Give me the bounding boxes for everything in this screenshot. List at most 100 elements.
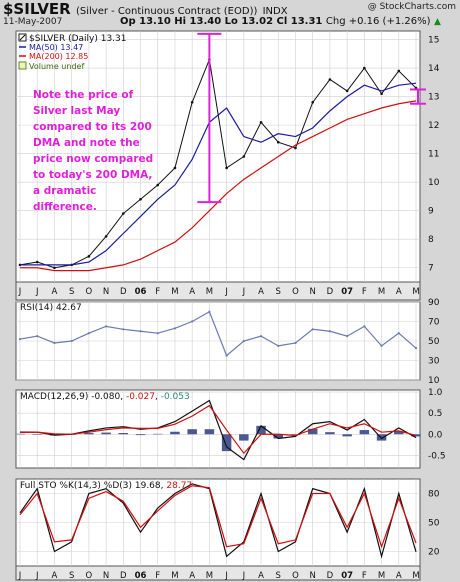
month-tick-label: 06 — [135, 571, 147, 581]
macd-label-main: MACD(12,26,9) -0.080, — [20, 392, 126, 402]
price-point — [363, 66, 366, 70]
series-line-0 — [19, 57, 417, 269]
y-tick-label: 12 — [428, 121, 439, 131]
sto-label: Full STO %K(14,3) %D(3) 19.68, 28.77 — [20, 481, 192, 491]
month-tick-label: M — [378, 287, 385, 297]
month-tick-label: O — [86, 287, 93, 297]
macd-hist-bar — [273, 434, 283, 439]
month-tick-label: M — [206, 287, 213, 297]
macd-hist-bar — [204, 429, 215, 435]
month-tick-label: F — [362, 287, 367, 297]
rsi-point — [70, 339, 73, 343]
month-axis-strip — [15, 281, 421, 301]
rsi-line — [19, 310, 417, 357]
month-tick-label: F — [155, 571, 160, 581]
rsi-point — [173, 327, 177, 330]
month-tick-label: D — [120, 571, 127, 581]
y-tick-label: 13 — [428, 93, 439, 103]
symbol: $SILVER — [3, 0, 71, 18]
macd-hist-bar — [290, 434, 301, 436]
macd-hist-bar — [394, 431, 404, 435]
rsi-point — [311, 328, 314, 331]
month-tick-label: J — [242, 287, 246, 297]
month-tick-label: A — [258, 571, 264, 581]
month-tick-label: F — [362, 571, 367, 581]
legend-ma200: MA(200) 12.85 — [29, 52, 88, 61]
high-value: Hi 13.40 — [174, 16, 222, 27]
macd-hist-bar — [325, 432, 335, 435]
month-tick-label: N — [103, 287, 109, 297]
month-tick-label: N — [310, 571, 316, 581]
annotation-line: compared to its 200 — [33, 121, 152, 133]
macd-label-signal: -0.027 — [126, 392, 155, 402]
price-point — [276, 140, 280, 144]
y-tick-label: -0.5 — [428, 451, 446, 461]
month-tick-label: M — [412, 571, 419, 581]
month-tick-label: A — [396, 571, 402, 581]
month-tick-label: 07 — [341, 571, 353, 581]
y-tick-label: 20 — [428, 548, 440, 558]
rsi-point — [87, 332, 90, 335]
month-tick-label: O — [292, 571, 299, 581]
month-tick-label: A — [258, 287, 264, 297]
legend-ma50: MA(50) 13.47 — [29, 43, 83, 52]
price-point — [156, 183, 160, 187]
exchange: INDX — [262, 6, 288, 17]
rsi-point — [294, 341, 297, 345]
month-tick-label: S — [276, 571, 281, 581]
rsi-label: RSI(14) 42.67 — [20, 303, 82, 313]
month-tick-label: A — [189, 571, 195, 581]
rsi-point — [36, 335, 39, 338]
month-axis-strip — [15, 565, 421, 581]
month-tick-label: M — [206, 571, 213, 581]
month-tick-label: A — [52, 571, 58, 581]
price-point — [139, 197, 142, 201]
y-tick-label: 11 — [428, 150, 439, 160]
annotation-line: difference. — [33, 201, 97, 213]
y-tick-label: 7 — [428, 264, 434, 274]
open-value: Op 13.10 — [120, 16, 171, 27]
month-tick-label: S — [69, 571, 74, 581]
rsi-point — [208, 310, 211, 313]
sto-k-line — [19, 483, 417, 559]
annotation-text: Note the price of Silver last May compared… — [33, 89, 153, 213]
rsi-point — [18, 337, 22, 341]
month-tick-label: J — [18, 571, 22, 581]
sto-label-d: 28.77 — [166, 481, 192, 491]
annotation-line: price now compared — [33, 153, 153, 165]
price-point — [173, 166, 177, 170]
price-legend: $SILVER (Daily) 13.31 MA(50) 13.47 MA(20… — [18, 33, 127, 71]
macd-hist-bar — [359, 430, 370, 435]
month-tick-label: M — [412, 287, 419, 297]
legend-price: $SILVER (Daily) 13.31 — [29, 34, 127, 44]
macd-label-hist: -0.053 — [161, 392, 190, 402]
price-panel — [15, 30, 421, 283]
macd-signal-line — [19, 404, 417, 455]
volume-legend-swatch — [18, 61, 27, 70]
month-tick-label: M — [378, 571, 385, 581]
month-tick-label: J — [35, 571, 39, 581]
macd-hist-bar — [84, 433, 94, 435]
month-tick-label: M — [171, 571, 178, 581]
symbol-description: (Silver - Continuous Contract (EOD)) — [75, 6, 258, 17]
rsi-point — [191, 320, 194, 323]
annotation-line: Note the price of — [33, 89, 134, 101]
month-tick-label: J — [224, 287, 228, 297]
price-point — [104, 235, 108, 238]
price-point — [87, 255, 91, 258]
annotation-line: Silver last May — [33, 105, 120, 117]
price-point — [225, 166, 228, 170]
y-tick-label: 0.5 — [428, 409, 442, 419]
price-point — [53, 266, 56, 270]
month-tick-label: N — [103, 571, 109, 581]
low-value: Lo 13.02 — [224, 16, 274, 27]
month-tick-label: J — [242, 571, 246, 581]
month-tick-label: D — [327, 287, 334, 297]
rsi-point — [277, 344, 280, 347]
y-tick-label: 80 — [428, 490, 440, 500]
month-tick-label: A — [396, 287, 402, 297]
macd-hist-bar — [118, 433, 129, 435]
y-tick-label: 9 — [428, 207, 434, 217]
month-tick-label: J — [224, 571, 228, 581]
y-tick-label: 30 — [428, 357, 440, 367]
